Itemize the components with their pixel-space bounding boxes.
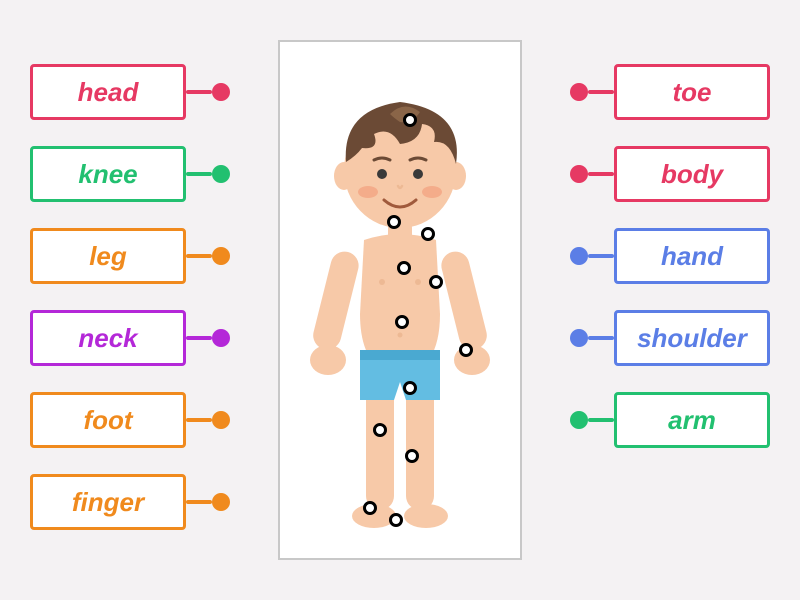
connector-line bbox=[588, 172, 614, 176]
connector-dot-icon bbox=[570, 165, 588, 183]
label-row-toe[interactable]: toe bbox=[570, 60, 770, 124]
diagram-panel bbox=[278, 40, 522, 560]
connector-line bbox=[588, 90, 614, 94]
connector-dot-icon bbox=[570, 411, 588, 429]
label-row-body[interactable]: body bbox=[570, 142, 770, 206]
label-row-leg[interactable]: leg bbox=[30, 224, 230, 288]
label-row-knee[interactable]: knee bbox=[30, 142, 230, 206]
marker-shoulder[interactable] bbox=[421, 227, 435, 241]
connector-dot-icon bbox=[212, 411, 230, 429]
label-box[interactable]: finger bbox=[30, 474, 186, 530]
label-row-hand[interactable]: hand bbox=[570, 224, 770, 288]
connector-dot-icon bbox=[212, 493, 230, 511]
connector-dot-icon bbox=[212, 83, 230, 101]
connector-dot-icon bbox=[570, 329, 588, 347]
label-row-head[interactable]: head bbox=[30, 60, 230, 124]
label-box[interactable]: body bbox=[614, 146, 770, 202]
marker-head[interactable] bbox=[403, 113, 417, 127]
connector-dot-icon bbox=[212, 165, 230, 183]
connector-line bbox=[186, 172, 212, 176]
connector-dot-icon bbox=[570, 247, 588, 265]
connector-line bbox=[588, 336, 614, 340]
connector-line bbox=[186, 90, 212, 94]
marker-body[interactable] bbox=[397, 261, 411, 275]
marker-foot[interactable] bbox=[363, 501, 377, 515]
label-box[interactable]: head bbox=[30, 64, 186, 120]
marker-knee[interactable] bbox=[373, 423, 387, 437]
label-box[interactable]: knee bbox=[30, 146, 186, 202]
connector-line bbox=[588, 418, 614, 422]
label-box[interactable]: foot bbox=[30, 392, 186, 448]
connector-dot-icon bbox=[212, 247, 230, 265]
label-box[interactable]: leg bbox=[30, 228, 186, 284]
label-row-shoulder[interactable]: shoulder bbox=[570, 306, 770, 370]
label-box[interactable]: arm bbox=[614, 392, 770, 448]
label-box[interactable]: shoulder bbox=[614, 310, 770, 366]
label-row-finger[interactable]: finger bbox=[30, 470, 230, 534]
marker-arm[interactable] bbox=[429, 275, 443, 289]
connector-line bbox=[588, 254, 614, 258]
marker-body[interactable] bbox=[395, 315, 409, 329]
label-row-neck[interactable]: neck bbox=[30, 306, 230, 370]
connector-line bbox=[186, 254, 212, 258]
marker-toe[interactable] bbox=[389, 513, 403, 527]
label-box[interactable]: hand bbox=[614, 228, 770, 284]
marker-leg[interactable] bbox=[405, 449, 419, 463]
connector-line bbox=[186, 418, 212, 422]
marker-neck[interactable] bbox=[387, 215, 401, 229]
connector-line bbox=[186, 500, 212, 504]
connector-line bbox=[186, 336, 212, 340]
label-row-foot[interactable]: foot bbox=[30, 388, 230, 452]
connector-dot-icon bbox=[212, 329, 230, 347]
label-box[interactable]: neck bbox=[30, 310, 186, 366]
connector-dot-icon bbox=[570, 83, 588, 101]
label-row-arm[interactable]: arm bbox=[570, 388, 770, 452]
marker-hand[interactable] bbox=[459, 343, 473, 357]
boy-figure bbox=[290, 70, 510, 550]
label-box[interactable]: toe bbox=[614, 64, 770, 120]
marker-leg[interactable] bbox=[403, 381, 417, 395]
